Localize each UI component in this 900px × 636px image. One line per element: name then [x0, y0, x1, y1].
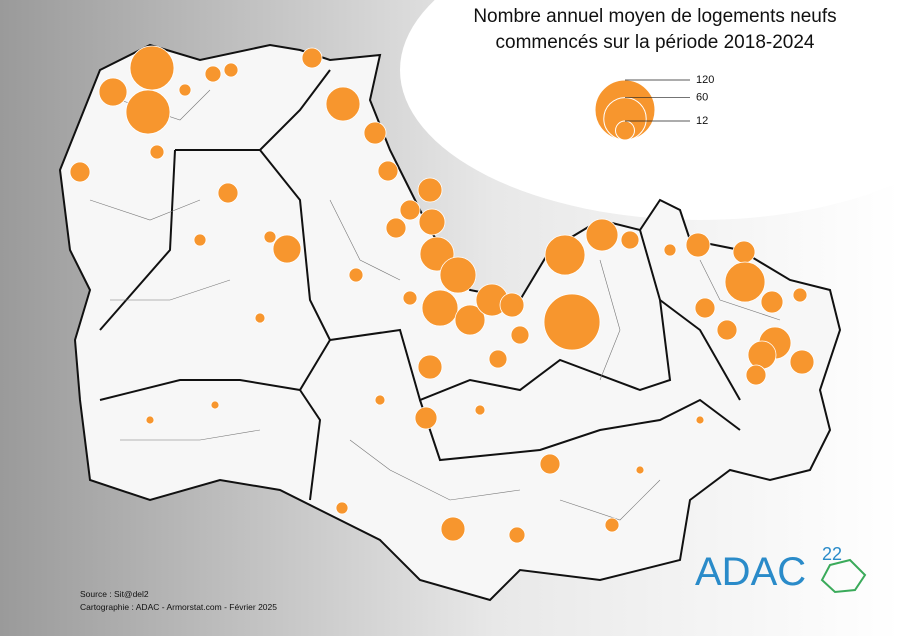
legend-label: 12 [696, 115, 708, 127]
source: Source : Sit@del2 [80, 589, 149, 599]
logo-name: ADAC [695, 550, 806, 594]
logo-number: 22 [822, 544, 842, 564]
legend-circle [615, 120, 635, 141]
logo-shape [820, 558, 867, 594]
legend-label: 120 [696, 74, 714, 86]
credits: Cartographie : ADAC - Armorstat.com - Fé… [80, 602, 277, 612]
commune-borders [89, 89, 781, 521]
title-line: Nombre annuel moyen de logements neufs [473, 6, 836, 27]
commune-bubbles [69, 45, 815, 544]
logo: ADAC 22 [695, 544, 867, 594]
legend: 120 60 12 [594, 74, 714, 141]
intercommunality-borders [99, 69, 741, 501]
title-line: commencés sur la période 2018-2024 [496, 32, 815, 53]
legend-label: 60 [696, 91, 708, 103]
